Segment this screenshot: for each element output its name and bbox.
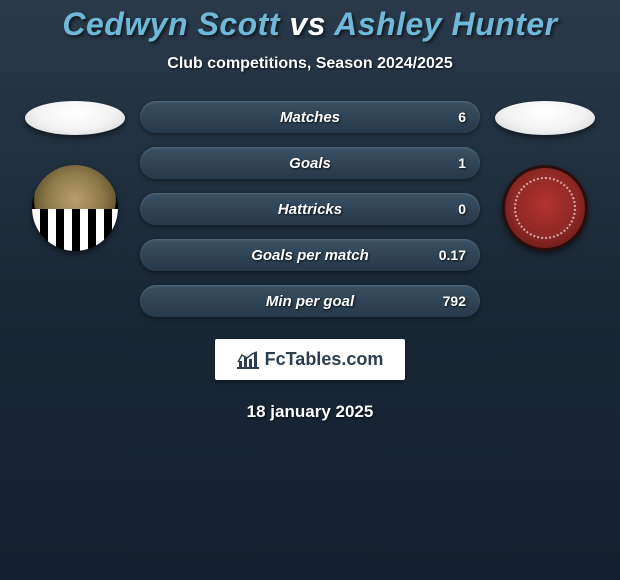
stat-row: Min per goal 792 bbox=[140, 285, 480, 317]
stats-table: Matches 6 Goals 1 Hattricks 0 Goals per … bbox=[140, 101, 480, 317]
player2-avatar-placeholder bbox=[495, 101, 595, 135]
right-side bbox=[490, 101, 600, 251]
stat-right-value: 1 bbox=[458, 155, 466, 171]
stat-row: Goals per match 0.17 bbox=[140, 239, 480, 271]
watermark: FcTables.com bbox=[215, 339, 406, 380]
stat-right-value: 6 bbox=[458, 109, 466, 125]
date: 18 january 2025 bbox=[0, 402, 620, 422]
left-side bbox=[20, 101, 130, 251]
subtitle: Club competitions, Season 2024/2025 bbox=[0, 55, 620, 73]
stat-row: Goals 1 bbox=[140, 147, 480, 179]
stat-right-value: 0 bbox=[458, 201, 466, 217]
stat-label: Goals per match bbox=[251, 247, 369, 264]
bar-chart-icon bbox=[237, 351, 259, 369]
stat-label: Min per goal bbox=[266, 293, 354, 310]
stat-label: Matches bbox=[280, 109, 340, 126]
player2-club-crest bbox=[502, 165, 588, 251]
title-player2: Ashley Hunter bbox=[334, 6, 557, 42]
title-player1: Cedwyn Scott bbox=[62, 6, 280, 42]
title-vs: vs bbox=[289, 6, 326, 42]
stat-label: Hattricks bbox=[278, 201, 342, 218]
stat-row: Matches 6 bbox=[140, 101, 480, 133]
page-title: Cedwyn Scott vs Ashley Hunter bbox=[0, 6, 620, 43]
watermark-text: FcTables.com bbox=[265, 349, 384, 370]
root: Cedwyn Scott vs Ashley Hunter Club compe… bbox=[0, 0, 620, 422]
player1-avatar-placeholder bbox=[25, 101, 125, 135]
stat-label: Goals bbox=[289, 155, 331, 172]
stat-right-value: 0.17 bbox=[439, 247, 466, 263]
watermark-wrap: FcTables.com bbox=[0, 339, 620, 380]
stat-row: Hattricks 0 bbox=[140, 193, 480, 225]
stat-right-value: 792 bbox=[443, 293, 466, 309]
compare-area: Matches 6 Goals 1 Hattricks 0 Goals per … bbox=[0, 101, 620, 317]
player1-club-crest bbox=[32, 165, 118, 251]
